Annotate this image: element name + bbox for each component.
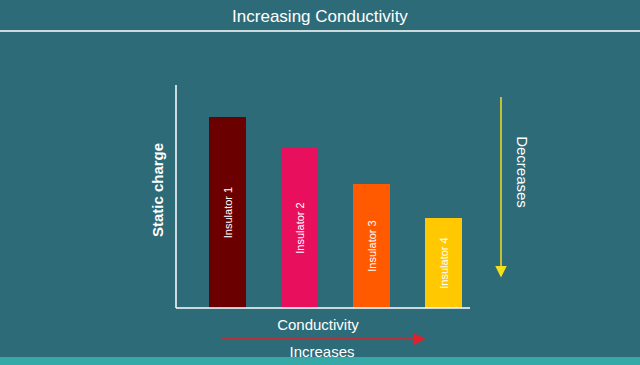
category-label: Insulator 4 <box>438 237 450 288</box>
x-annotation: Increases <box>289 343 354 360</box>
title: Increasing Conductivity <box>232 7 408 26</box>
chart: Increasing ConductivityInsulator 1Insula… <box>0 0 640 365</box>
title-rule <box>0 30 640 32</box>
category-label: Insulator 1 <box>222 187 234 238</box>
background <box>0 0 640 365</box>
y-annotation: Decreases <box>514 136 531 208</box>
x-axis <box>176 307 470 309</box>
bar <box>281 148 318 308</box>
y-axis-label: Static charge <box>149 143 166 237</box>
x-axis-label: Conductivity <box>277 316 359 333</box>
decrease-arrow <box>500 97 502 276</box>
y-axis <box>175 85 177 308</box>
bar <box>353 184 390 308</box>
bar <box>209 117 246 308</box>
increase-arrow <box>222 338 424 340</box>
category-label: Insulator 2 <box>294 202 306 253</box>
bar-labels: Insulator 1 Insulator 2 Insulator 3 Insulat… <box>222 187 450 289</box>
bars <box>209 117 462 308</box>
category-label: Insulator 3 <box>366 220 378 271</box>
bar <box>425 218 462 308</box>
